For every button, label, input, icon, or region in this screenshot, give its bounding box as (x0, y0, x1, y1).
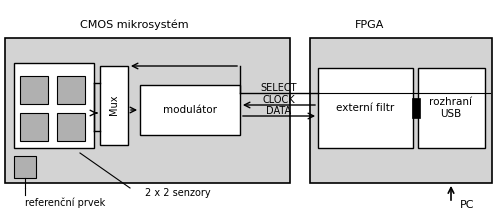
Bar (20, 76, 48, 104)
Text: CMOS mikrosystém: CMOS mikrosystém (80, 20, 189, 30)
Text: referenční prvek: referenční prvek (25, 198, 105, 208)
Text: DATA: DATA (266, 106, 291, 116)
Bar (57, 76, 85, 104)
Bar (412, 98, 420, 118)
Text: rozhraní
USB: rozhraní USB (430, 97, 473, 119)
Bar (100, 66, 128, 145)
Text: FPGA: FPGA (355, 20, 384, 30)
Bar (318, 68, 413, 148)
Bar (20, 113, 48, 141)
Bar (418, 68, 485, 148)
Bar (5, 38, 290, 183)
Text: Mux: Mux (109, 95, 119, 115)
Bar (310, 38, 492, 183)
Bar (14, 156, 36, 178)
Text: 2 x 2 senzory: 2 x 2 senzory (145, 188, 211, 198)
Text: PC: PC (460, 200, 475, 210)
Text: externí filtr: externí filtr (336, 103, 394, 113)
Bar (57, 113, 85, 141)
Text: modulátor: modulátor (163, 105, 217, 115)
Text: SELECT: SELECT (261, 83, 297, 93)
Text: CLOCK: CLOCK (262, 95, 295, 105)
Bar (140, 85, 240, 135)
Bar (14, 63, 94, 148)
